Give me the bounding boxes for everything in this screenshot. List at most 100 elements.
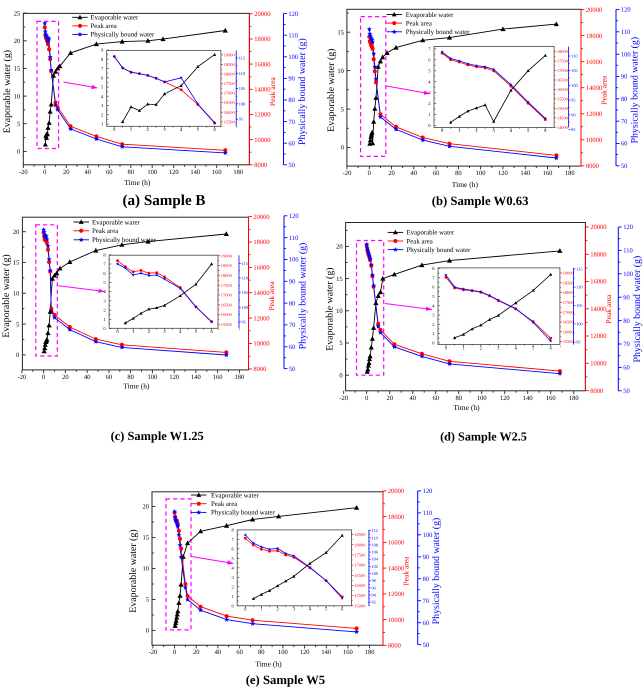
svg-text:-20: -20 xyxy=(149,649,158,656)
svg-text:5: 5 xyxy=(195,329,198,334)
svg-text:105: 105 xyxy=(239,86,245,91)
svg-text:105: 105 xyxy=(242,290,248,295)
svg-text:9: 9 xyxy=(101,48,104,53)
svg-text:0: 0 xyxy=(16,352,19,359)
svg-text:5: 5 xyxy=(325,607,328,612)
svg-text:20: 20 xyxy=(63,169,70,176)
svg-text:3: 3 xyxy=(497,345,500,350)
svg-text:60: 60 xyxy=(623,365,630,372)
svg-text:6: 6 xyxy=(432,285,435,290)
svg-text:60: 60 xyxy=(236,649,243,656)
svg-text:80: 80 xyxy=(455,170,462,177)
svg-text:85: 85 xyxy=(571,127,575,132)
svg-text:100: 100 xyxy=(372,571,378,576)
svg-text:-20: -20 xyxy=(18,374,27,381)
svg-text:16000: 16000 xyxy=(253,265,269,272)
svg-text:2: 2 xyxy=(475,128,478,133)
svg-text:110: 110 xyxy=(423,510,433,517)
svg-text:8: 8 xyxy=(432,266,435,271)
svg-text:18000: 18000 xyxy=(586,33,602,40)
svg-text:15: 15 xyxy=(143,535,150,542)
svg-text:15: 15 xyxy=(336,276,343,283)
svg-text:6: 6 xyxy=(213,127,216,132)
svg-text:16000: 16000 xyxy=(354,583,366,588)
svg-text:95: 95 xyxy=(239,117,243,122)
svg-text:105: 105 xyxy=(571,68,577,73)
svg-text:90: 90 xyxy=(289,279,296,286)
svg-text:94: 94 xyxy=(372,593,377,598)
svg-text:Time (h): Time (h) xyxy=(123,382,150,391)
svg-text:60: 60 xyxy=(432,395,439,402)
svg-text:14000: 14000 xyxy=(254,87,270,94)
svg-text:Physically bound water (g): Physically bound water (g) xyxy=(297,38,308,145)
svg-text:6: 6 xyxy=(232,546,235,551)
svg-text:115: 115 xyxy=(576,266,582,271)
svg-text:15500: 15500 xyxy=(354,593,366,598)
svg-text:140: 140 xyxy=(321,649,331,656)
svg-text:100: 100 xyxy=(278,649,288,656)
svg-text:80: 80 xyxy=(623,318,630,325)
svg-text:14000: 14000 xyxy=(590,306,606,313)
svg-text:Evaporable water: Evaporable water xyxy=(91,15,139,22)
svg-text:95: 95 xyxy=(576,340,580,345)
svg-text:6: 6 xyxy=(210,329,213,334)
svg-text:Peak area: Peak area xyxy=(406,20,432,27)
svg-text:12000: 12000 xyxy=(590,333,606,340)
svg-text:102: 102 xyxy=(372,564,378,569)
svg-text:100: 100 xyxy=(576,321,582,326)
svg-text:Peak area: Peak area xyxy=(600,75,609,105)
svg-text:20: 20 xyxy=(143,504,150,511)
svg-text:160: 160 xyxy=(546,395,556,402)
svg-text:-20: -20 xyxy=(339,395,348,402)
svg-text:5: 5 xyxy=(341,106,344,113)
svg-text:17000: 17000 xyxy=(563,310,575,315)
svg-text:Peak area: Peak area xyxy=(91,23,117,30)
svg-text:60: 60 xyxy=(289,344,296,351)
svg-text:-20: -20 xyxy=(19,169,28,176)
svg-text:80: 80 xyxy=(288,97,295,104)
svg-text:70: 70 xyxy=(621,118,628,125)
svg-text:0: 0 xyxy=(441,128,444,133)
svg-text:Physically bound water: Physically bound water xyxy=(407,247,472,254)
svg-text:Physically bound water: Physically bound water xyxy=(211,510,276,517)
svg-text:Physically bound water (g): Physically bound water (g) xyxy=(632,256,643,363)
svg-text:Physically bound water (g): Physically bound water (g) xyxy=(630,37,641,144)
svg-text:80: 80 xyxy=(423,576,430,583)
svg-text:19000: 19000 xyxy=(224,52,236,57)
svg-text:15000: 15000 xyxy=(557,106,569,111)
svg-text:160: 160 xyxy=(543,170,553,177)
svg-text:140: 140 xyxy=(191,374,201,381)
svg-text:15: 15 xyxy=(337,29,344,36)
svg-text:80: 80 xyxy=(289,300,296,307)
svg-text:0: 0 xyxy=(341,145,344,152)
svg-text:18500: 18500 xyxy=(221,263,233,268)
svg-text:105: 105 xyxy=(576,303,582,308)
svg-text:10: 10 xyxy=(337,68,344,75)
svg-text:7: 7 xyxy=(101,66,104,71)
svg-text:Evaporable water (g): Evaporable water (g) xyxy=(1,254,12,337)
svg-text:18500: 18500 xyxy=(354,532,366,537)
svg-text:Evaporable water: Evaporable water xyxy=(211,492,259,499)
svg-text:98: 98 xyxy=(372,578,376,583)
svg-text:60: 60 xyxy=(288,140,295,147)
svg-text:160: 160 xyxy=(212,169,222,176)
svg-text:Evaporable water: Evaporable water xyxy=(406,12,454,19)
svg-text:3: 3 xyxy=(293,607,296,612)
svg-text:8000: 8000 xyxy=(254,162,267,169)
svg-text:20000: 20000 xyxy=(388,488,404,495)
svg-text:100: 100 xyxy=(289,257,299,264)
svg-text:115: 115 xyxy=(242,261,248,266)
svg-text:1: 1 xyxy=(103,317,106,322)
svg-text:3: 3 xyxy=(103,298,106,303)
svg-text:4: 4 xyxy=(309,607,312,612)
svg-text:17500: 17500 xyxy=(224,81,236,86)
svg-text:80: 80 xyxy=(127,374,134,381)
svg-text:100: 100 xyxy=(288,54,298,61)
svg-text:12000: 12000 xyxy=(586,111,602,118)
svg-text:0: 0 xyxy=(339,372,342,379)
svg-text:8000: 8000 xyxy=(590,388,603,395)
svg-text:90: 90 xyxy=(423,554,430,561)
svg-text:18500: 18500 xyxy=(224,62,236,67)
svg-text:60: 60 xyxy=(423,620,430,627)
svg-text:15: 15 xyxy=(13,260,20,267)
